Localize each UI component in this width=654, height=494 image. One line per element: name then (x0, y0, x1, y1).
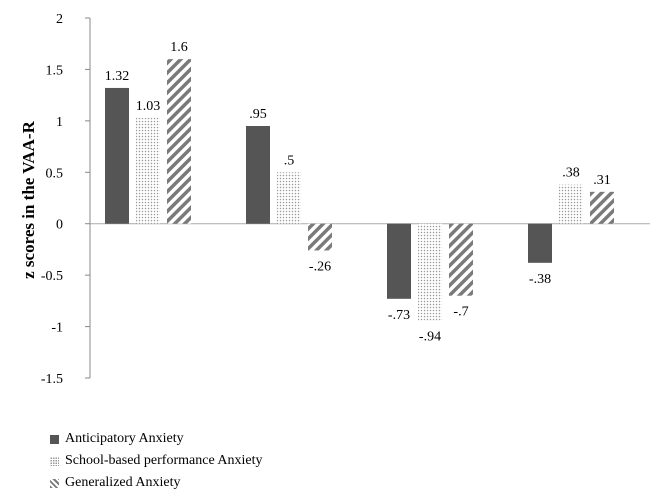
bar (136, 117, 160, 224)
bar (559, 184, 583, 224)
y-tick-label: 2 (56, 12, 63, 27)
bars (105, 59, 614, 321)
bar (387, 223, 411, 299)
legend-item-anticipatory: Anticipatory Anxiety (50, 428, 263, 450)
y-tick-label: 1 (56, 115, 63, 130)
legend-swatch-dots (50, 456, 59, 466)
data-label: .31 (593, 173, 611, 188)
data-label: 1.03 (136, 99, 161, 114)
data-label: 1.32 (105, 69, 130, 84)
y-tick-label: -1.5 (41, 372, 63, 387)
bar (528, 223, 552, 263)
legend-item-school-based: School-based performance Anxiety (50, 450, 263, 472)
data-labels: 1.32 1.03 1.6 .95 .5 -.26 -.73 -.94 -.7 -.38 .38 .3… (105, 40, 611, 344)
legend-label: Anticipatory Anxiety (65, 431, 184, 446)
bar (167, 59, 191, 224)
data-label: -.26 (309, 259, 331, 274)
bar (418, 223, 442, 321)
y-tick-label: -0.5 (41, 269, 63, 284)
data-label: 1.6 (170, 40, 188, 55)
bar (590, 191, 614, 224)
y-tick-label: 0.5 (46, 166, 64, 181)
data-label: -.94 (419, 329, 441, 344)
data-label: -.73 (388, 308, 410, 323)
legend-swatch-solid (50, 434, 59, 444)
bar (246, 126, 270, 224)
legend-label: Generalized Anxiety (65, 475, 181, 490)
legend-swatch-diagonal (50, 478, 59, 488)
legend-label: School-based performance Anxiety (65, 453, 263, 468)
data-label: .95 (249, 107, 267, 122)
y-axis-label: z scores in the VAA-R (19, 120, 38, 278)
y-axis: -1.5 -1 -0.5 0 0.5 1 1.5 2 (41, 12, 650, 387)
y-tick-label: 0 (56, 218, 63, 233)
bar (277, 172, 301, 224)
legend: Anticipatory Anxiety School-based perfor… (50, 428, 263, 494)
legend-item-generalized: Generalized Anxiety (50, 472, 263, 494)
bar (308, 223, 332, 251)
data-label: -.7 (453, 305, 468, 320)
data-label: -.38 (529, 272, 551, 287)
y-tick-label: 1.5 (46, 63, 64, 78)
y-tick-label: -1 (51, 321, 63, 336)
bar (449, 223, 473, 296)
data-label: .38 (562, 166, 580, 181)
data-label: .5 (284, 153, 295, 168)
chart: -1.5 -1 -0.5 0 0.5 1 1.5 2 1.32 1.03 1.6 .95 .5 -.26… (19, 12, 650, 387)
bar (105, 87, 129, 224)
